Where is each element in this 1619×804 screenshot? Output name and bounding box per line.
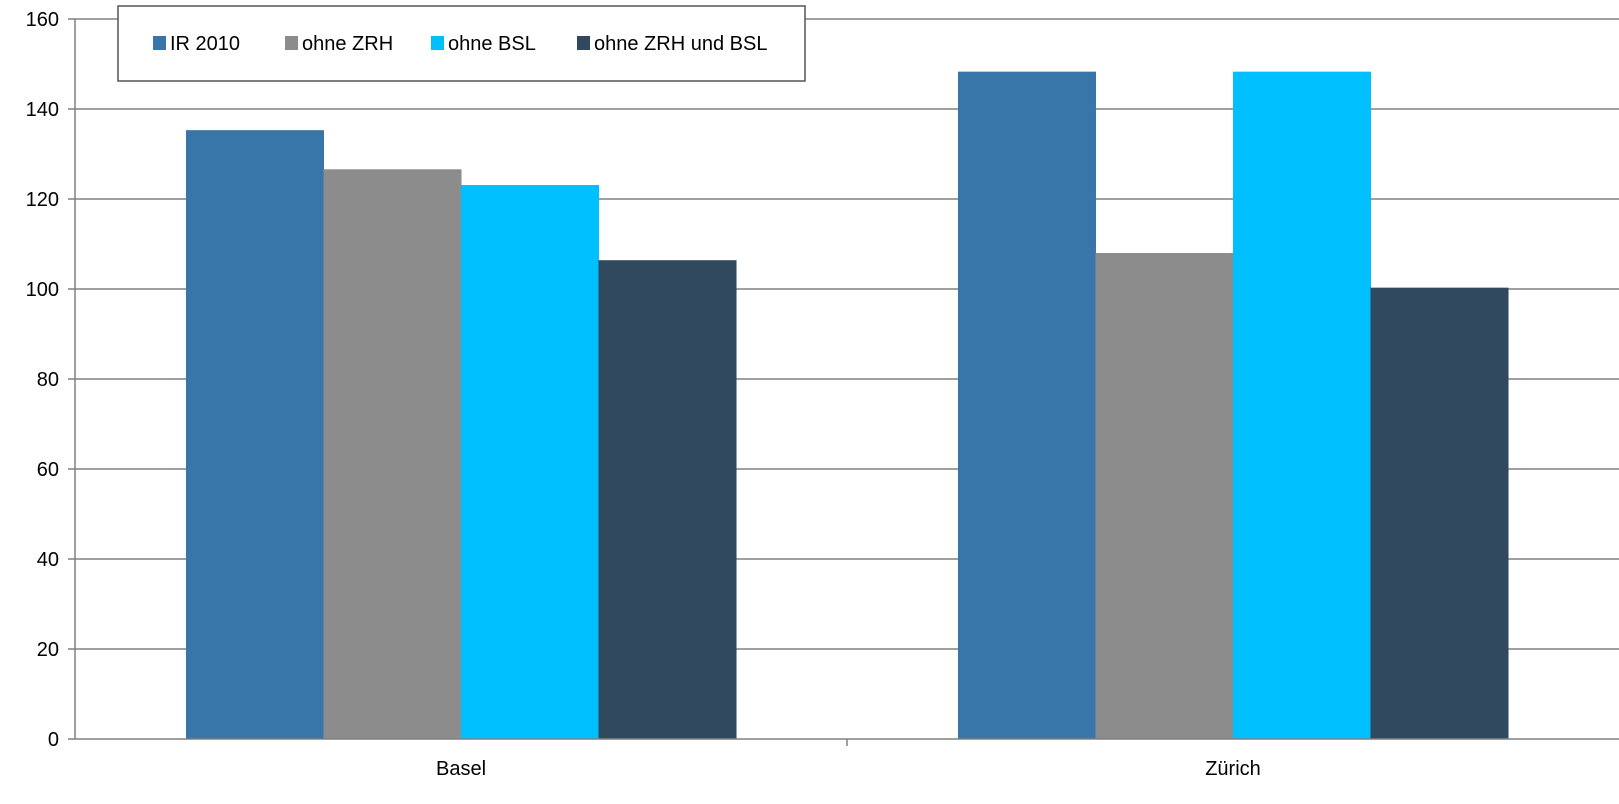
legend-box — [117, 5, 806, 82]
legend-swatch — [153, 36, 166, 50]
x-category-labels: Basel Zürich — [436, 758, 1261, 780]
y-tick-label: 100 — [26, 279, 59, 301]
y-tick-labels: 0 20 40 60 80 100 120 140 160 — [26, 9, 59, 751]
y-tick-label: 120 — [26, 189, 59, 211]
y-tick-label: 0 — [48, 729, 59, 751]
bar — [185, 130, 324, 739]
bar — [957, 71, 1096, 739]
bar — [461, 185, 600, 740]
y-tick-label: 60 — [37, 459, 59, 481]
legend-label: ohne ZRH — [302, 33, 393, 55]
legend-swatch — [285, 36, 298, 50]
bar — [1370, 287, 1509, 739]
legend-label: ohne ZRH und BSL — [594, 33, 767, 55]
legend-swatch — [577, 36, 590, 50]
legend: IR 2010 ohne ZRH ohne BSL ohne ZRH und BSL — [117, 5, 806, 82]
y-tick-label: 20 — [37, 639, 59, 661]
x-category-label: Basel — [436, 758, 486, 780]
x-category-label: Zürich — [1205, 758, 1261, 780]
y-tick-label: 40 — [37, 549, 59, 571]
bar — [1233, 71, 1372, 739]
bar — [323, 169, 462, 740]
legend-swatch — [431, 36, 444, 50]
axes — [74, 19, 1619, 746]
bars — [185, 71, 1509, 740]
bar — [598, 260, 737, 739]
y-tick-label: 140 — [26, 99, 59, 121]
legend-label: ohne BSL — [448, 33, 536, 55]
y-tick-label: 160 — [26, 9, 59, 31]
y-tick-label: 80 — [37, 369, 59, 391]
bar — [1095, 253, 1234, 739]
legend-label: IR 2010 — [170, 33, 240, 55]
